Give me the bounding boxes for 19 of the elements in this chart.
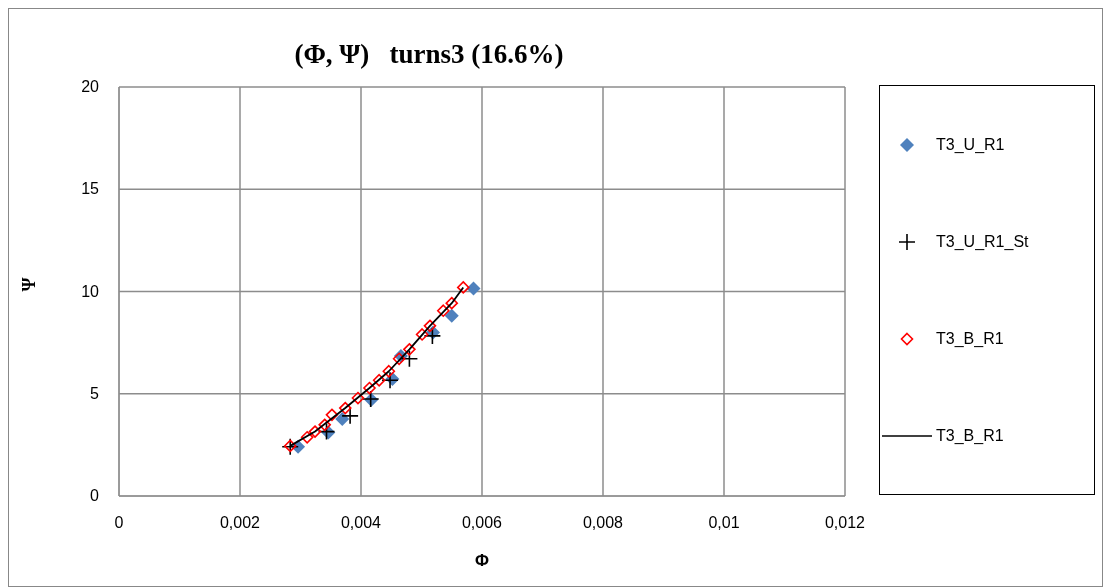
legend-label: T3_B_R1 [936, 426, 1004, 445]
x-tick-label: 0,006 [461, 514, 503, 531]
legend-label: T3_B_R1 [936, 329, 1004, 348]
x-tick-label: 0,004 [340, 514, 382, 531]
y-tick-label: 0 [90, 487, 100, 504]
legend-label: T3_U_R1_St [936, 232, 1029, 251]
x-tick-label: 0 [114, 514, 124, 531]
legend-label: T3_U_R1 [936, 135, 1005, 154]
y-tick-label: 10 [81, 282, 100, 300]
x-tick-label: 0,01 [708, 514, 740, 531]
y-axis-title: Ψ [19, 277, 40, 292]
x-tick-label: 0,002 [219, 514, 261, 531]
x-tick-label: 0,012 [824, 514, 866, 531]
x-axis-title: Φ [475, 551, 490, 570]
y-tick-label: 20 [81, 78, 100, 95]
chart-title: (Φ, Ψ) turns3 (16.6%) [293, 39, 565, 70]
y-tick-label: 15 [81, 180, 100, 198]
y-tick-label: 5 [90, 384, 100, 402]
x-tick-label: 0,008 [582, 514, 624, 531]
